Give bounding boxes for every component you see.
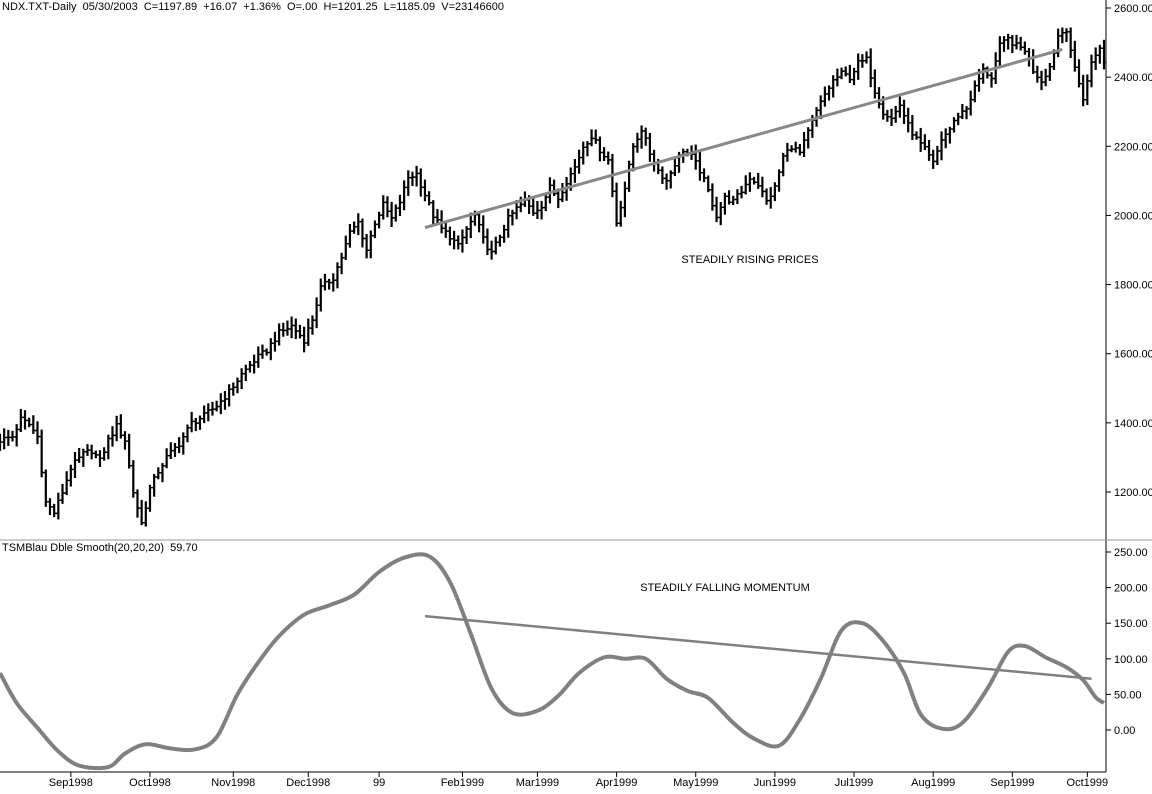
x-tick-label: Dec1998 bbox=[286, 777, 330, 789]
x-tick-label: Sep1998 bbox=[49, 777, 93, 789]
price-y-tick-label: 2000.00 bbox=[1114, 210, 1152, 222]
price-trendline bbox=[424, 48, 1063, 229]
price-y-tick-label: 2400.00 bbox=[1114, 72, 1152, 84]
momentum-line bbox=[0, 552, 1106, 771]
x-tick-label: May1999 bbox=[673, 777, 718, 789]
momentum-y-tick-label: 0.00 bbox=[1114, 725, 1135, 737]
momentum-annotation: STEADILY FALLING MOMENTUM bbox=[640, 582, 810, 594]
price-y-tick-label: 2600.00 bbox=[1114, 3, 1152, 15]
price-y-tick-label: 1200.00 bbox=[1114, 487, 1152, 499]
price-y-tick-label: 1400.00 bbox=[1114, 418, 1152, 430]
x-tick-label: Mar1999 bbox=[516, 777, 559, 789]
chart-header-title: NDX.TXT-Daily 05/30/2003 C=1197.89 +16.0… bbox=[2, 1, 504, 13]
x-tick-label: Oct1998 bbox=[129, 777, 171, 789]
x-tick-label: Jul1999 bbox=[835, 777, 874, 789]
x-tick-label: Aug1999 bbox=[911, 777, 955, 789]
momentum-y-tick-label: 250.00 bbox=[1114, 547, 1148, 559]
momentum-y-tick-label: 50.00 bbox=[1114, 689, 1142, 701]
momentum-y-tick-label: 100.00 bbox=[1114, 654, 1148, 666]
price-y-tick-label: 2200.00 bbox=[1114, 141, 1152, 153]
momentum-y-tick-label: 150.00 bbox=[1114, 618, 1148, 630]
x-tick-label: Jun1999 bbox=[754, 777, 796, 789]
price-annotation: STEADILY RISING PRICES bbox=[681, 254, 818, 266]
x-tick-label: Nov1998 bbox=[211, 777, 255, 789]
price-y-tick-label: 1800.00 bbox=[1114, 280, 1152, 292]
x-tick-label: 99 bbox=[373, 777, 385, 789]
x-tick-label: Oct1999 bbox=[1067, 777, 1109, 789]
indicator-label: TSMBlau Dble Smooth(20,20,20) 59.70 bbox=[2, 542, 198, 554]
momentum-trendline bbox=[424, 614, 1092, 680]
price-y-tick-label: 1600.00 bbox=[1114, 349, 1152, 361]
momentum-y-tick-label: 200.00 bbox=[1114, 583, 1148, 595]
x-tick-label: Apr1999 bbox=[596, 777, 638, 789]
x-tick-label: Sep1999 bbox=[990, 777, 1034, 789]
x-tick-label: Feb1999 bbox=[441, 777, 484, 789]
